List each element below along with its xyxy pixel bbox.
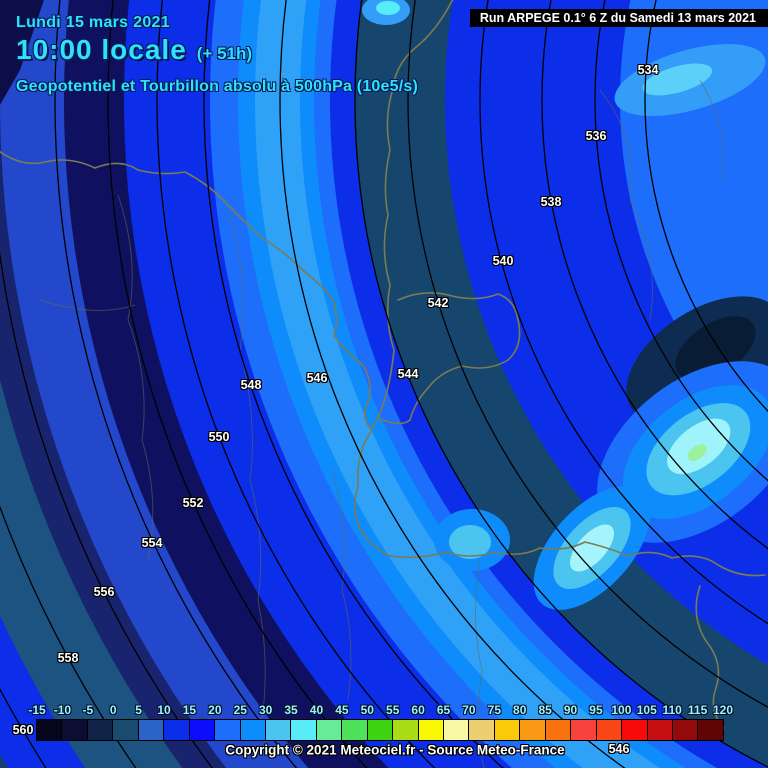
scale-tick-label: 90 xyxy=(563,703,578,717)
scale-tick-label: 10 xyxy=(157,703,171,717)
scale-tick-label: 15 xyxy=(182,703,197,717)
country-borders xyxy=(0,0,766,729)
scale-cell xyxy=(494,720,520,740)
contour-label: 558 xyxy=(57,651,79,665)
scale-tick-label: 80 xyxy=(513,703,527,717)
scale-cell xyxy=(622,720,647,740)
contour-label: 542 xyxy=(427,296,449,310)
contour-label: 546 xyxy=(306,371,328,385)
scale-cell xyxy=(571,720,596,740)
scale-cell xyxy=(113,720,138,740)
scale-cell xyxy=(393,720,418,740)
contour-label: 536 xyxy=(585,129,607,143)
color-scale-bar xyxy=(36,719,724,741)
scale-cell xyxy=(87,720,113,740)
scale-cell xyxy=(265,720,291,740)
scale-cell xyxy=(418,720,443,740)
scale-cell xyxy=(647,720,672,740)
department-borders xyxy=(39,79,725,768)
scale-cell xyxy=(37,720,62,740)
scale-cell xyxy=(189,720,215,740)
scale-cell xyxy=(444,720,469,740)
scale-tick-label: -15 xyxy=(28,703,46,717)
border-rhine xyxy=(354,0,766,577)
contour-label: 548 xyxy=(240,378,262,392)
contour-label: 560 xyxy=(12,723,34,737)
scale-tick-label: 50 xyxy=(360,703,374,717)
border-alps xyxy=(695,585,725,729)
scale-cell xyxy=(62,720,87,740)
scale-cell xyxy=(520,720,545,740)
scale-cell xyxy=(342,720,367,740)
scale-tick-label: 20 xyxy=(208,703,222,717)
scale-tick-label: 60 xyxy=(411,703,425,717)
scale-tick-label: 45 xyxy=(335,703,349,717)
contour-label: 550 xyxy=(208,430,230,444)
contour-label: 554 xyxy=(141,536,163,550)
scale-cell xyxy=(215,720,240,740)
scale-tick-label: 115 xyxy=(687,703,708,717)
scale-tick-label: 40 xyxy=(309,703,324,717)
contour-label: 534 xyxy=(637,63,659,77)
scale-cell xyxy=(698,720,723,740)
scale-cell xyxy=(316,720,342,740)
contour-label: 556 xyxy=(93,585,115,599)
scale-tick-label: 100 xyxy=(611,703,632,717)
scale-cell xyxy=(240,720,265,740)
scale-tick-label: 85 xyxy=(538,703,552,717)
variable-title: Geopotentiel et Tourbillon absolu à 500h… xyxy=(16,78,418,95)
scale-tick-label: 110 xyxy=(662,703,682,717)
scale-cell xyxy=(367,720,393,740)
scale-cell xyxy=(596,720,622,740)
contour-label: 538 xyxy=(540,195,562,209)
border-saar-loop xyxy=(377,292,521,425)
scale-tick-label: 120 xyxy=(712,703,734,717)
copyright-notice: Copyright © 2021 Meteociel.fr - Source M… xyxy=(225,742,565,758)
scale-tick-label: 55 xyxy=(386,703,400,717)
vorticity-blobs xyxy=(362,0,768,610)
scale-tick-label: -5 xyxy=(82,703,94,717)
scale-tick-label: -10 xyxy=(53,703,72,717)
scale-tick-label: 95 xyxy=(589,703,603,717)
map-header: Lundi 15 mars 2021 10:00 locale (+ 51h) … xyxy=(16,14,418,96)
scale-tick-label: 35 xyxy=(284,703,298,717)
scale-tick-label: 70 xyxy=(462,703,476,717)
scale-cell xyxy=(291,720,316,740)
scale-tick-label: 75 xyxy=(487,703,502,717)
scale-tick-label: 25 xyxy=(233,703,247,717)
scale-cell xyxy=(138,720,164,740)
contour-label: 546 xyxy=(608,742,630,756)
scale-tick-label: 0 xyxy=(109,703,117,717)
scale-cell xyxy=(164,720,189,740)
scale-tick-label: 5 xyxy=(135,703,142,717)
model-run-info: Run ARPEGE 0.1° 6 Z du Samedi 13 mars 20… xyxy=(469,9,768,27)
scale-cell xyxy=(672,720,698,740)
contour-label: 540 xyxy=(492,254,514,268)
scale-tick-label: 105 xyxy=(636,703,657,717)
scale-cell xyxy=(545,720,571,740)
forecast-offset-label: (+ 51h) xyxy=(196,44,253,63)
scale-tick-label: 65 xyxy=(436,703,451,717)
valid-time-label: 10:00 locale xyxy=(16,34,187,65)
border-belgium-luxembourg xyxy=(0,150,373,431)
contour-label: 552 xyxy=(182,496,204,510)
contour-label: 544 xyxy=(397,367,419,381)
valid-date-label: Lundi 15 mars 2021 xyxy=(16,14,170,31)
scale-cell xyxy=(469,720,494,740)
scale-tick-label: 30 xyxy=(258,703,273,717)
